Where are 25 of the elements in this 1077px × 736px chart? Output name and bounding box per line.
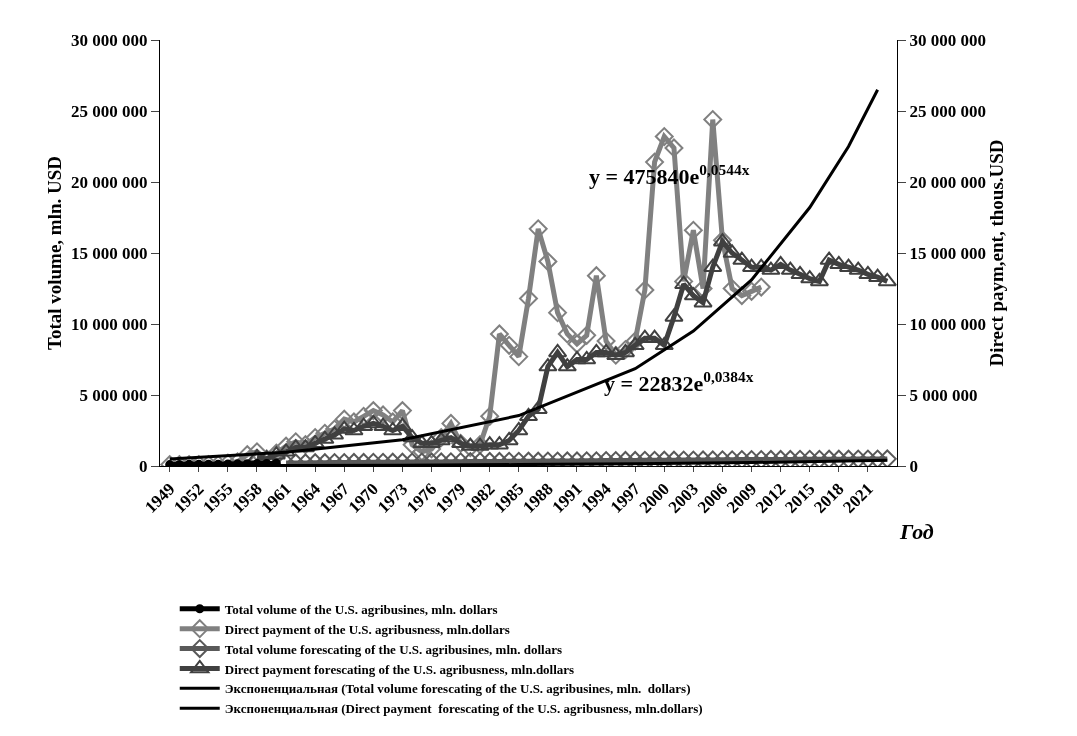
- x-axis-title: Год: [899, 519, 934, 544]
- y2-tick-label: 30 000 000: [909, 30, 986, 50]
- y-tick-label: 25 000 000: [71, 101, 148, 121]
- y-tick-label: 5 000 000: [79, 385, 148, 405]
- legend-label: Total volume forescating of the U.S. agribusines, mln. dollars: [224, 641, 563, 657]
- annotation: y = 475840e$^{0,0544x}$: [589, 161, 750, 190]
- y-tick-label: 15 000 000: [71, 243, 148, 263]
- legend-label: Direct payment of the U.S. agribusness, mln.dollars: [224, 621, 510, 637]
- y-tick-label: 30 000 000: [71, 30, 148, 50]
- annotation: y = 22832e$^{0,0384x}$: [604, 368, 754, 397]
- y2-tick-label: 20 000 000: [909, 172, 986, 192]
- y-tick-label: 0: [139, 456, 148, 476]
- y2-tick-label: 5 000 000: [909, 385, 978, 405]
- y-axis-title: Total volume, mln. USD: [43, 155, 65, 351]
- y2-tick-label: 15 000 000: [909, 243, 986, 263]
- y2-axis-title: Direct paym,ent, thous.USD: [985, 139, 1007, 367]
- legend-label: Экспоненциальная (Total volume forescating of the U.S. agribusines, mln. dollars): [224, 681, 691, 697]
- legend-label: Direct payment forescating of the U.S. agribusness, mln.dollars: [224, 661, 575, 677]
- legend-label: Экспоненциальная (Direct payment forescating of the U.S. agribusness, mln.dollars): [224, 701, 703, 717]
- y-tick-label: 10 000 000: [71, 314, 148, 334]
- legend-label: Total volume of the U.S. agribusines, mln. dollars: [224, 601, 498, 617]
- y2-tick-label: 10 000 000: [909, 314, 986, 334]
- y2-tick-label: 0: [909, 456, 918, 476]
- y-tick-label: 20 000 000: [71, 172, 148, 192]
- y2-tick-label: 25 000 000: [909, 101, 986, 121]
